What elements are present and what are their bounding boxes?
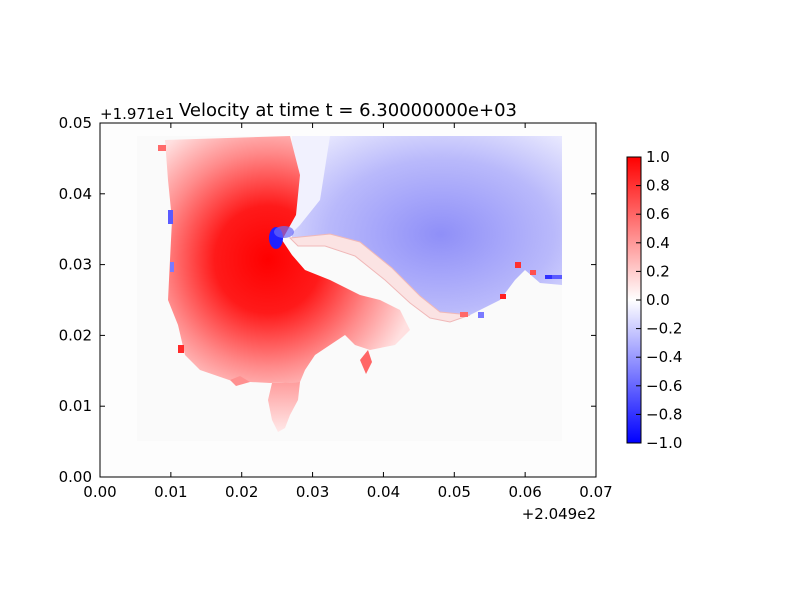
x-tick-label: 0.00: [83, 483, 116, 501]
east-patch-2: [530, 270, 536, 275]
x-tick-label: 0.04: [367, 483, 400, 501]
y-tick-label: 0.05: [59, 114, 92, 132]
southern-inlet: [268, 382, 300, 432]
edge-patch-2: [168, 210, 173, 224]
east-patch-7: [478, 312, 484, 318]
east-patch-4: [552, 275, 562, 279]
x-offset-text: +2.049e2: [522, 505, 596, 523]
y-tick-label: 0.04: [59, 185, 92, 203]
x-tick-label: 0.07: [579, 483, 612, 501]
east-patch-1: [515, 262, 521, 268]
colorbar-tick-label: −0.6: [646, 377, 682, 395]
y-tick-label: 0.00: [59, 468, 92, 486]
x-axis-ticks: 0.00 0.01 0.02 0.03 0.04 0.05 0.06 0.07: [83, 123, 613, 501]
south-coast-jet-1: [360, 350, 372, 374]
colorbar-tick-label: −0.8: [646, 405, 682, 423]
edge-patch-1: [158, 145, 166, 151]
east-patch-3: [545, 275, 553, 279]
plot-area: [100, 123, 596, 477]
colorbar-ticks: 1.0 0.8 0.6 0.4 0.2 0.0 −0.2 −0.4 −0.6 −0.8 −1.0: [636, 148, 682, 452]
y-axis-ticks: 0.00 0.01 0.02 0.03 0.04 0.05: [59, 114, 596, 486]
colorbar-tick-label: −0.2: [646, 320, 682, 338]
edge-patch-4: [178, 345, 184, 353]
x-tick-label: 0.06: [508, 483, 541, 501]
colorbar-tick-label: 0.4: [646, 234, 670, 252]
x-tick-label: 0.02: [225, 483, 258, 501]
blue-eddy-halo: [274, 226, 294, 238]
positive-velocity-region: [165, 136, 410, 383]
y-offset-text: +1.971e1: [100, 105, 174, 123]
colorbar-tick-label: −1.0: [646, 434, 682, 452]
colorbar-tick-label: −0.4: [646, 348, 682, 366]
colorbar: 1.0 0.8 0.6 0.4 0.2 0.0 −0.2 −0.4 −0.6 −0.8 −1.0: [626, 148, 682, 452]
east-patch-6: [460, 312, 468, 317]
south-coast-jet-2: [230, 376, 250, 386]
negative-velocity-region: [292, 136, 562, 315]
transition-band: [290, 136, 330, 235]
y-tick-label: 0.01: [59, 397, 92, 415]
y-tick-label: 0.02: [59, 326, 92, 344]
colorbar-tick-label: 1.0: [646, 148, 670, 166]
x-tick-label: 0.05: [438, 483, 471, 501]
x-tick-label: 0.01: [154, 483, 187, 501]
chart-title: Velocity at time t = 6.30000000e+03: [179, 100, 517, 121]
axes-frame: [99, 122, 597, 478]
colorbar-tick-label: 0.6: [646, 205, 670, 223]
colorbar-tick-label: 0.0: [646, 291, 670, 309]
edge-patch-3: [170, 262, 174, 272]
y-tick-label: 0.03: [59, 256, 92, 274]
x-tick-label: 0.03: [296, 483, 329, 501]
east-patch-5: [500, 294, 506, 299]
colorbar-tick-label: 0.2: [646, 262, 670, 280]
colorbar-tick-label: 0.8: [646, 177, 670, 195]
coastal-strip: [288, 233, 471, 323]
